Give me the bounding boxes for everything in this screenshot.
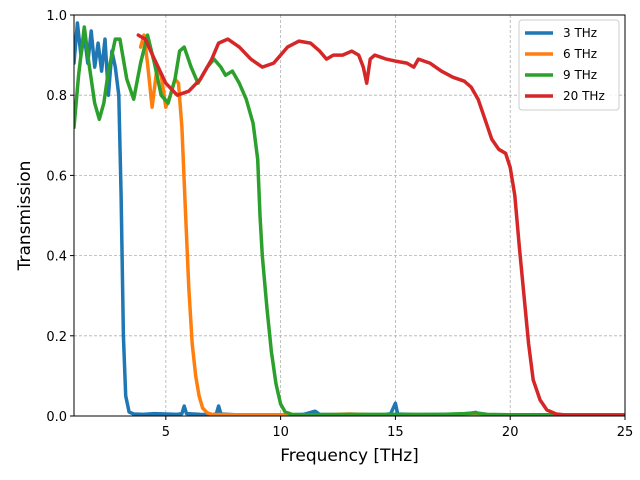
series-lines	[74, 21, 625, 416]
legend-label: 3 THz	[563, 26, 597, 40]
legend-label: 9 THz	[563, 68, 597, 82]
y-tick-label: 0.8	[46, 89, 67, 104]
x-tick-label: 5	[162, 425, 170, 440]
x-tick-label: 20	[502, 425, 519, 440]
x-axis-label: Frequency [THz]	[280, 446, 419, 466]
legend-box	[518, 19, 620, 111]
y-axis-label: Transmission	[15, 161, 35, 272]
y-tick-label: 1.0	[46, 9, 67, 24]
series-line-1	[138, 33, 501, 416]
y-axis-ticks: 0.0 0.2 0.4 0.6 0.8 1.0	[46, 9, 74, 425]
series-line-3	[136, 33, 625, 416]
y-tick-label: 0.0	[46, 410, 67, 425]
x-axis-ticks: 5 10 15 20 25	[162, 416, 634, 440]
series-line-2	[74, 25, 625, 416]
legend: 3 THz 6 THz 9 THz 20 THz	[518, 19, 620, 111]
plot-frame	[73, 14, 626, 417]
legend-label: 6 THz	[563, 47, 597, 61]
y-tick-label: 0.2	[46, 330, 67, 345]
legend-label: 20 THz	[563, 89, 605, 103]
y-tick-label: 0.6	[46, 169, 67, 184]
x-tick-label: 25	[617, 425, 634, 440]
x-tick-label: 15	[387, 425, 404, 440]
y-tick-label: 0.4	[46, 250, 67, 265]
x-tick-label: 10	[272, 425, 289, 440]
